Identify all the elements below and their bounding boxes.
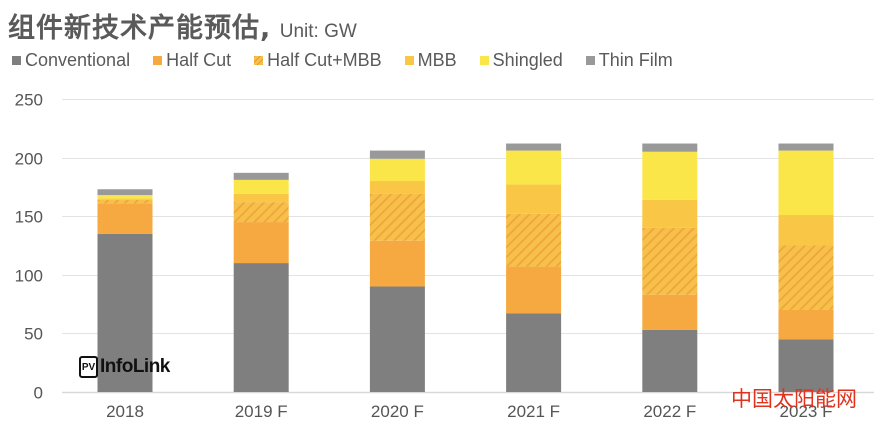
bar-stack: [369, 150, 425, 392]
bar-segment: [369, 158, 425, 182]
legend-swatch: [479, 56, 489, 65]
legend-item: Half Cut+MBB: [254, 50, 382, 71]
chart-legend: Conventional Half Cut Half Cut+MBB MBB Shing…: [12, 50, 696, 71]
legend-swatch: [254, 56, 264, 65]
bar-segment: [778, 339, 834, 392]
x-tick-label: 2023 F: [780, 402, 833, 421]
bar-segment: [642, 143, 698, 152]
bar-segment: [97, 233, 153, 392]
y-tick-label: 50: [24, 325, 43, 344]
bar-segment: [97, 195, 153, 199]
legend-label: Thin Film: [598, 50, 673, 70]
legend-label: Half Cut+MBB: [267, 50, 382, 70]
pv-badge-icon: PV: [79, 356, 98, 378]
bar-segment: [778, 309, 834, 340]
legend-label: MBB: [417, 50, 457, 70]
chart-title: 组件新技术产能预估, Unit: GW: [8, 6, 357, 45]
bar-segment: [97, 203, 153, 234]
legend-swatch: [153, 56, 163, 65]
bar-segment: [506, 213, 562, 267]
bar-segment: [642, 199, 698, 228]
bar-segment: [506, 184, 562, 214]
y-tick-label: 150: [15, 208, 43, 227]
bar-segment: [233, 202, 289, 223]
chart-title-separator: ,: [260, 13, 272, 44]
x-tick-label: 2018: [106, 402, 144, 421]
bar-segment: [778, 150, 834, 216]
y-tick-label: 200: [15, 150, 43, 169]
bar-segment: [233, 263, 289, 392]
bar-segment: [642, 294, 698, 330]
bar-stack: [233, 172, 289, 392]
bar-segment: [369, 240, 425, 287]
y-tick-label: 100: [15, 267, 43, 286]
bar-segment: [97, 198, 153, 200]
bar-segment: [506, 150, 562, 185]
x-axis: 2018 2019 F 2020 F 2021 F 2022 F 2023 F: [106, 402, 832, 421]
bar-segment: [369, 181, 425, 194]
bar-segment: [369, 286, 425, 392]
legend-item: Conventional: [12, 50, 130, 71]
bars: [97, 143, 834, 392]
bar-stack: [97, 189, 153, 392]
bar-segment: [642, 227, 698, 295]
bar-segment: [778, 143, 834, 151]
y-axis: 0 50 100 150 200 250: [15, 91, 43, 403]
logo-name: InfoLink: [100, 356, 170, 377]
bar-stack: [642, 143, 698, 392]
bar-segment: [97, 199, 153, 204]
bar-segment: [642, 151, 698, 200]
legend-swatch: [12, 56, 21, 65]
bar-segment: [233, 193, 289, 203]
bar-stack: [778, 143, 834, 392]
bar-stack: [506, 143, 562, 392]
bar-segment: [233, 179, 289, 194]
legend-label: Half Cut: [166, 50, 232, 70]
bar-segment: [778, 215, 834, 246]
infolink-logo: PV InfoLink: [79, 356, 170, 378]
y-tick-label: 0: [34, 384, 43, 403]
bar-segment: [233, 222, 289, 264]
legend-item: MBB: [404, 50, 457, 71]
legend-swatch: [585, 56, 595, 65]
bar-segment: [97, 189, 153, 196]
x-tick-label: 2021 F: [507, 402, 560, 421]
y-tick-label: 250: [15, 91, 43, 110]
bar-segment: [369, 193, 425, 241]
x-tick-label: 2020 F: [371, 402, 424, 421]
chart-title-unit: Unit: GW: [279, 21, 357, 42]
x-tick-label: 2022 F: [643, 402, 696, 421]
legend-item: Half Cut: [153, 50, 231, 71]
bar-segment: [506, 266, 562, 314]
legend-item: Shingled: [479, 50, 563, 71]
watermark: 中国太阳能网: [731, 387, 857, 411]
legend-item: Thin Film: [585, 50, 673, 71]
bar-segment: [369, 150, 425, 159]
chart-title-main: 组件新技术产能预估: [8, 13, 260, 44]
legend-label: Conventional: [25, 50, 131, 70]
gridlines: [62, 99, 874, 394]
bar-segment: [233, 172, 289, 180]
bar-segment: [506, 313, 562, 392]
bar-segment: [642, 329, 698, 392]
x-tick-label: 2019 F: [235, 402, 288, 421]
legend-label: Shingled: [492, 50, 563, 70]
bar-segment: [778, 245, 834, 310]
bar-segment: [506, 143, 562, 151]
legend-swatch: [404, 56, 414, 65]
